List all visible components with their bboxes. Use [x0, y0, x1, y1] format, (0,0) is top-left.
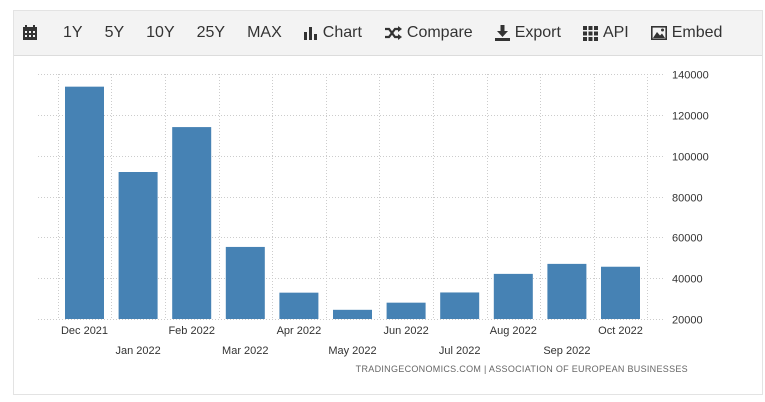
range-5y-button[interactable]: 5Y — [104, 24, 125, 41]
chart-type-label: Chart — [322, 24, 362, 41]
bar — [118, 172, 158, 319]
x-tick-label: Oct 2022 — [598, 325, 643, 337]
calendar-button[interactable] — [22, 25, 43, 41]
y-tick-label: 100000 — [672, 152, 709, 164]
bar — [493, 273, 533, 319]
x-tick-label: Mar 2022 — [222, 345, 268, 357]
embed-label: Embed — [671, 24, 723, 41]
y-tick-label: 80000 — [672, 193, 703, 205]
chart-toolbar: 1Y 5Y 10Y 25Y MAX Chart Compare — [14, 11, 762, 56]
api-label: API — [602, 24, 629, 41]
api-button[interactable]: API — [582, 24, 629, 42]
range-max-button[interactable]: MAX — [247, 24, 282, 41]
image-icon — [650, 26, 667, 40]
x-tick-label: May 2022 — [328, 345, 376, 357]
y-tick-label: 40000 — [672, 274, 703, 286]
x-tick-label: Feb 2022 — [168, 325, 214, 337]
x-tick-label: Sep 2022 — [543, 345, 590, 357]
y-tick-label: 140000 — [672, 70, 709, 82]
compare-label: Compare — [406, 24, 473, 41]
bar — [65, 86, 104, 320]
export-button[interactable]: Export — [494, 24, 561, 42]
x-tick-label: Jan 2022 — [115, 345, 160, 357]
range-25y-button[interactable]: 25Y — [196, 24, 226, 41]
bar — [386, 302, 426, 319]
bar — [333, 309, 372, 319]
export-label: Export — [514, 24, 561, 41]
bar-chart-icon — [303, 27, 317, 40]
range-1y-button[interactable]: 1Y — [63, 24, 83, 41]
range-10y-button[interactable]: 10Y — [146, 24, 175, 41]
x-tick-label: Aug 2022 — [490, 325, 537, 337]
bar — [547, 263, 587, 319]
download-icon — [494, 25, 510, 41]
y-tick-label: 60000 — [672, 233, 703, 245]
x-tick-label: Apr 2022 — [277, 325, 322, 337]
grid-icon — [582, 25, 598, 41]
chart-type-button[interactable]: Chart — [303, 24, 362, 42]
bar — [601, 266, 640, 319]
source-credit: TRADINGECONOMICS.COM | ASSOCIATION OF EU… — [355, 364, 688, 374]
bar — [172, 127, 212, 319]
y-tick-label: 20000 — [672, 315, 703, 327]
y-tick-label: 120000 — [672, 111, 709, 123]
x-tick-label: Jun 2022 — [383, 325, 428, 337]
compare-button[interactable]: Compare — [384, 24, 473, 42]
bar — [225, 246, 265, 319]
x-tick-label: Dec 2021 — [61, 325, 108, 337]
embed-button[interactable]: Embed — [650, 24, 723, 42]
shuffle-icon — [384, 26, 402, 40]
x-tick-label: Jul 2022 — [439, 345, 481, 357]
bar — [279, 292, 319, 319]
calendar-icon — [23, 25, 37, 40]
bar — [440, 292, 480, 319]
